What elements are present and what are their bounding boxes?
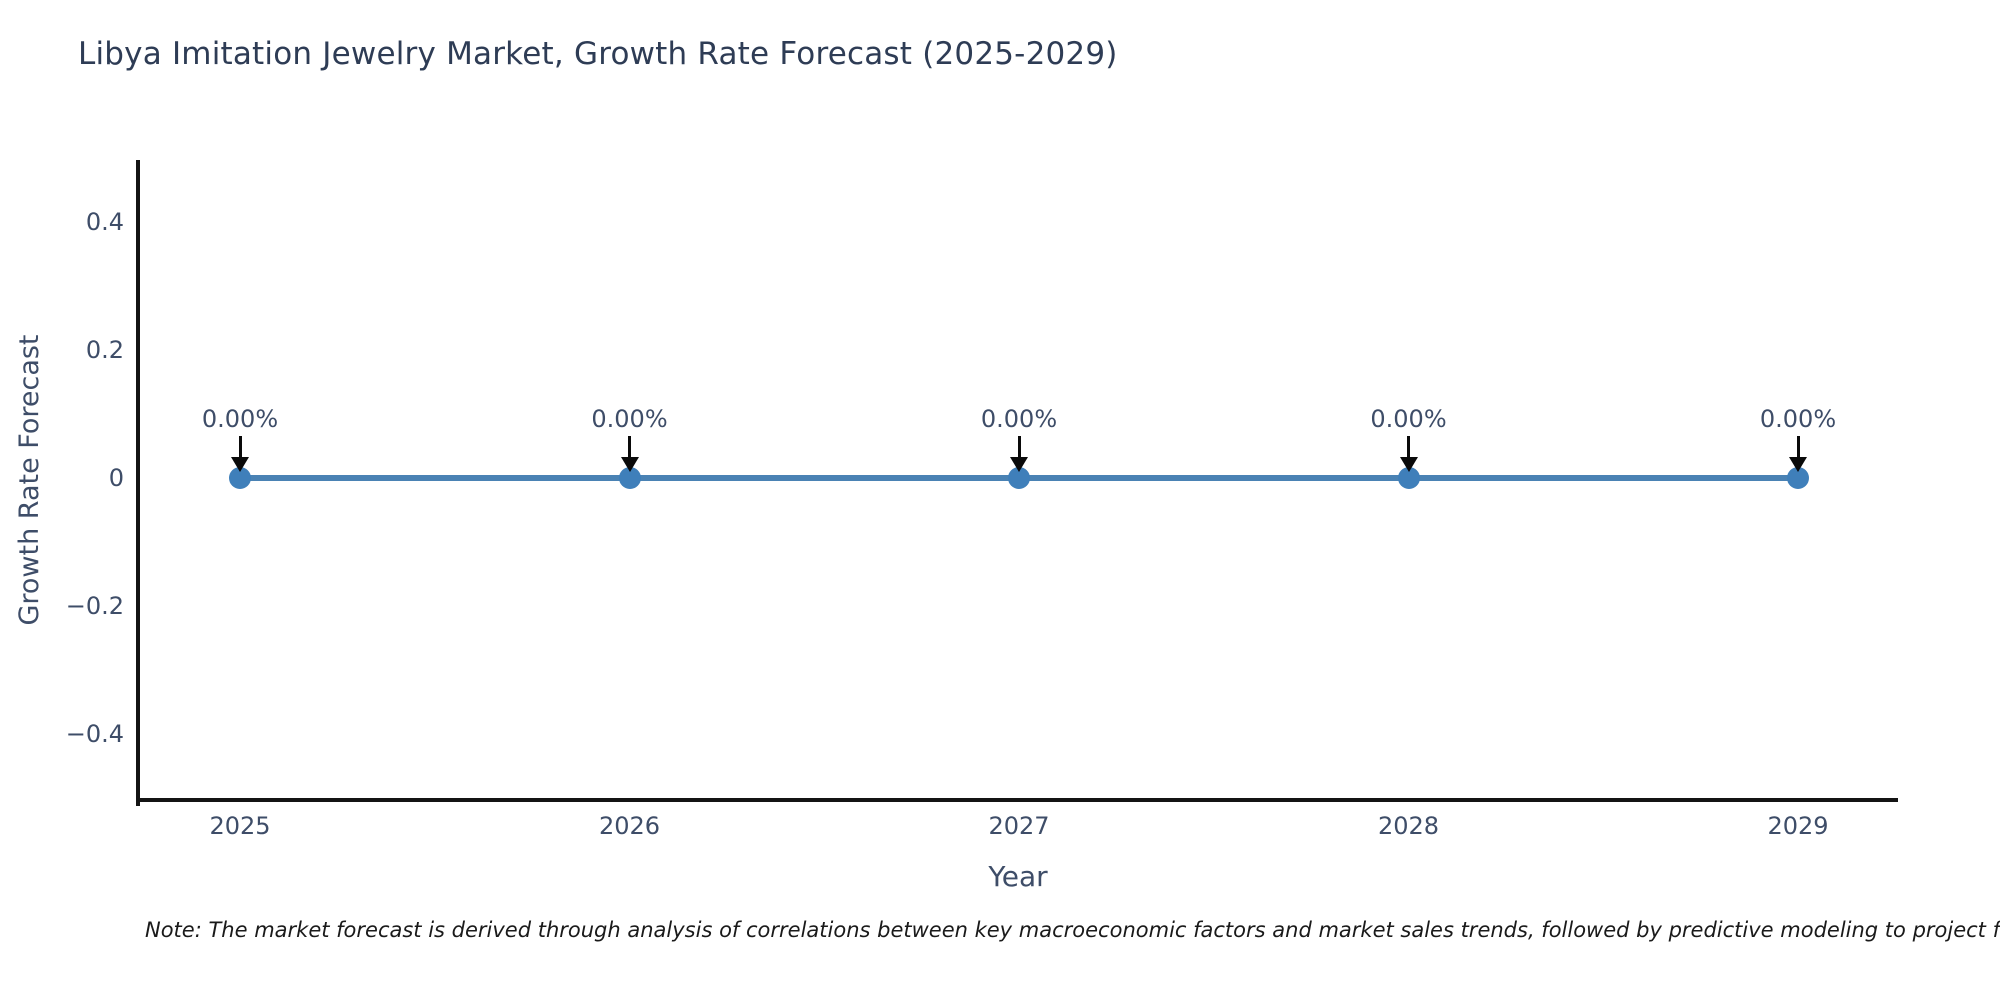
data-point-marker [618, 467, 641, 489]
annotation-arrow-stem [1407, 436, 1410, 458]
data-point-label: 0.00% [201, 405, 279, 433]
x-tick-label: 2026 [598, 812, 661, 840]
data-point-label: 0.00% [980, 405, 1058, 433]
x-axis-line [136, 798, 1898, 802]
x-tick-label: 2025 [209, 812, 271, 840]
x-tick-label: 2029 [1767, 812, 1829, 840]
annotation-arrow-head [1789, 457, 1807, 472]
annotation-arrow-head [231, 457, 249, 472]
annotation-arrow-head [1399, 457, 1418, 472]
data-point-marker [1397, 467, 1420, 489]
chart-title: Libya Imitation Jewelry Market, Growth R… [78, 36, 1118, 72]
y-tick-label: 0.4 [85, 208, 124, 236]
y-tick-label: −0.4 [65, 720, 124, 748]
data-point-label: 0.00% [1759, 405, 1837, 433]
annotation-arrow-stem [1017, 436, 1021, 458]
data-point-marker [229, 467, 251, 489]
data-point-label: 0.00% [1370, 405, 1447, 433]
annotation-arrow-head [1010, 457, 1028, 472]
footnote: Note: The market forecast is derived thr… [145, 918, 2000, 942]
y-tick-label: 0.2 [85, 336, 124, 364]
data-point-label: 0.00% [591, 405, 668, 433]
y-axis-line [136, 160, 140, 806]
x-tick-label: 2028 [1377, 812, 1440, 840]
y-tick-label: −0.2 [65, 592, 124, 620]
annotation-arrow-stem [1796, 436, 1800, 458]
x-axis-title: Year [988, 860, 1048, 893]
annotation-arrow-stem [238, 436, 242, 458]
annotation-arrow-head [620, 457, 639, 472]
data-point-marker [1008, 467, 1030, 489]
x-tick-label: 2027 [988, 812, 1050, 840]
data-point-marker [1787, 467, 1809, 489]
annotation-arrow-stem [628, 436, 631, 458]
y-tick-label: 0 [108, 464, 124, 492]
